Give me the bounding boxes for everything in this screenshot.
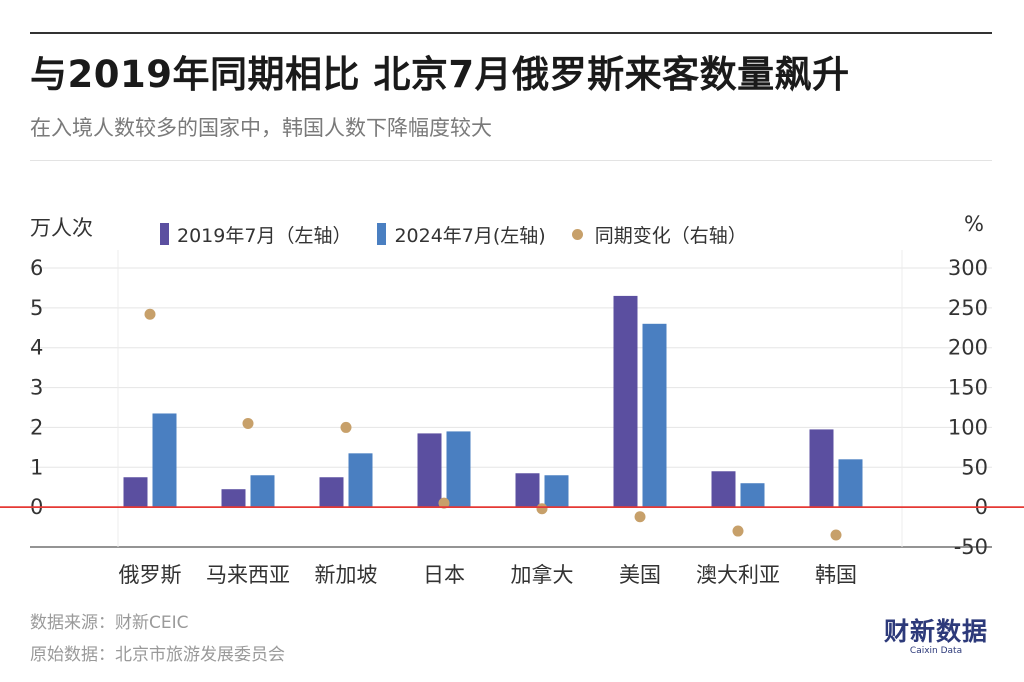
- right-axis-unit: %: [964, 212, 984, 236]
- bar-2019: [613, 295, 638, 508]
- change-dot: [340, 421, 352, 433]
- footer-source: 数据来源：财新CEIC: [30, 613, 189, 633]
- category-label: 澳大利亚: [696, 563, 780, 587]
- bar-2024: [642, 323, 667, 508]
- bar-2019: [319, 477, 344, 508]
- right-tick-label: -50: [954, 535, 988, 559]
- left-tick-label: 5: [30, 296, 43, 320]
- category-label: 日本: [423, 563, 465, 587]
- change-dot: [830, 529, 842, 541]
- caixin-data-logo: 财新数据 Caixin Data: [884, 617, 989, 657]
- category-label: 新加坡: [315, 563, 378, 587]
- left-axis-unit: 万人次: [30, 216, 93, 240]
- legend-label-2019: 2019年7月（左轴）: [177, 224, 352, 247]
- right-tick-label: 300: [948, 256, 988, 280]
- bar-2019: [221, 489, 246, 508]
- bar-2024: [544, 475, 569, 508]
- change-dot: [242, 417, 254, 429]
- bar-2019: [515, 473, 540, 508]
- bar-2024: [152, 413, 177, 508]
- change-dot: [732, 525, 744, 537]
- bar-2019: [809, 429, 834, 508]
- left-tick-label: 4: [30, 336, 43, 360]
- category-label: 加拿大: [511, 563, 574, 587]
- logo-subtext: Caixin Data: [909, 646, 963, 656]
- category-label: 美国: [619, 563, 661, 587]
- top-rule: [30, 32, 992, 34]
- left-tick-label: 1: [30, 455, 43, 479]
- legend-swatch-2019: [160, 223, 169, 245]
- right-tick-label: 250: [948, 296, 988, 320]
- bar-2024: [250, 475, 275, 508]
- right-tick-label: 100: [948, 415, 988, 439]
- subtitle-divider: [30, 160, 992, 161]
- right-tick-label: 150: [948, 376, 988, 400]
- change-dot: [634, 511, 646, 523]
- footer-original-data: 原始数据：北京市旅游发展委员会: [30, 645, 285, 665]
- bar-2024: [348, 453, 373, 508]
- change-dot: [438, 497, 450, 509]
- legend-label-2024: 2024年7月(左轴): [394, 224, 546, 247]
- legend-item-change: 同期变化（右轴）: [571, 221, 747, 248]
- bar-2024: [740, 483, 765, 508]
- bar-2019: [711, 471, 736, 508]
- category-label: 马来西亚: [206, 563, 290, 587]
- chart-subtitle: 在入境人数较多的国家中，韩国人数下降幅度较大: [30, 116, 492, 140]
- bar-2024: [838, 459, 863, 508]
- legend: 2019年7月（左轴） 2024年7月(左轴) 同期变化（右轴）: [160, 220, 773, 248]
- legend-item-2019: 2019年7月（左轴）: [160, 221, 351, 248]
- logo-wordmark: 财新数据: [884, 617, 989, 646]
- change-dot: [536, 503, 548, 515]
- chart-title: 与2019年同期相比 北京7月俄罗斯来客数量飙升: [30, 53, 850, 96]
- category-label: 韩国: [815, 563, 857, 587]
- left-tick-label: 2: [30, 415, 43, 439]
- change-dot: [144, 308, 156, 320]
- bar-2019: [417, 433, 442, 508]
- legend-item-2024: 2024年7月(左轴): [377, 221, 546, 248]
- right-tick-label: 50: [961, 455, 988, 479]
- bar-2019: [123, 477, 148, 508]
- legend-swatch-change: [571, 228, 583, 240]
- legend-swatch-2024: [377, 223, 387, 245]
- left-tick-label: 3: [30, 376, 43, 400]
- left-tick-label: 6: [30, 256, 43, 280]
- bar-2024: [446, 431, 471, 508]
- right-tick-label: 200: [948, 336, 988, 360]
- category-label: 俄罗斯: [119, 563, 182, 587]
- legend-label-change: 同期变化（右轴）: [594, 224, 747, 247]
